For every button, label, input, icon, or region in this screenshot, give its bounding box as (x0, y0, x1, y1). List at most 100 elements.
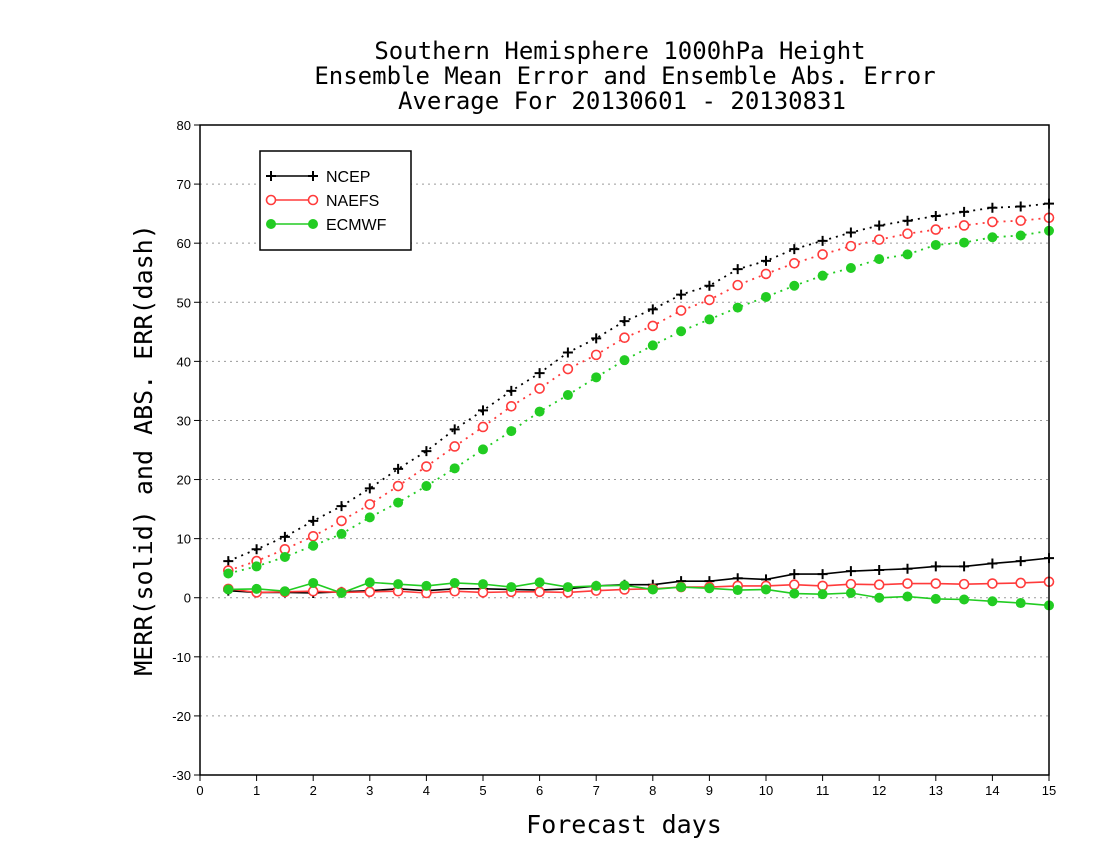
ncep-abs-err-point (591, 333, 602, 344)
ecmwf-abs-err-point (506, 426, 517, 437)
ecmwf-mean-err-point (506, 582, 517, 593)
ncep-abs-err-point (959, 206, 970, 217)
naefs-abs-err-point (647, 320, 659, 332)
ecmwf-mean-err-point (393, 579, 404, 590)
naefs-mean-err-point (817, 580, 828, 592)
naefs-mean-err-point (307, 585, 319, 597)
x-tick-label: 15 (1042, 783, 1056, 798)
legend-naefs-label: NAEFS (326, 193, 379, 210)
legend-naefs-marker (307, 194, 319, 206)
x-tick-label: 12 (872, 783, 886, 798)
naefs-mean-err-point (873, 579, 885, 591)
ncep-mean-err-point (959, 561, 970, 572)
ecmwf-mean-err-point (959, 594, 970, 605)
ncep-mean-err-point (845, 566, 856, 577)
ncep-abs-err-point (761, 255, 771, 266)
naefs-abs-err-point (562, 363, 574, 375)
ncep-abs-err-point (732, 264, 743, 275)
ecmwf-mean-err-point (591, 580, 602, 591)
ncep-abs-err-point (478, 405, 488, 416)
y-tick-label: 20 (177, 473, 191, 488)
ecmwf-abs-err-point (704, 314, 715, 325)
ecmwf-abs-err-point (478, 444, 488, 455)
ecmwf-abs-err-point (647, 340, 658, 351)
ecmwf-mean-err-point (562, 582, 573, 593)
naefs-mean-err-point (534, 586, 545, 598)
x-tick-label: 0 (196, 783, 203, 798)
ecmwf-abs-err-point (761, 291, 771, 302)
naefs-abs-err-point (732, 279, 744, 291)
naefs-abs-err-point (845, 240, 857, 252)
naefs-abs-err-point (477, 421, 489, 433)
ncep-abs-err-point (987, 202, 998, 213)
ecmwf-mean-err-point (449, 577, 460, 588)
y-tick-label: -30 (172, 768, 191, 783)
ncep-abs-err-point (449, 424, 460, 435)
ecmwf-mean-err-point (789, 588, 800, 599)
legend-ncep-marker (308, 171, 318, 181)
title-line-1: Southern Hemisphere 1000hPa Height (374, 37, 865, 65)
ncep-abs-err-point (647, 304, 658, 315)
ncep-abs-err-point (534, 368, 545, 379)
ecmwf-abs-err-point (308, 540, 319, 551)
y-tick-label: 0 (184, 591, 191, 606)
naefs-mean-err-point (449, 585, 461, 597)
ncep-abs-err-point (845, 227, 856, 238)
ecmwf-abs-err-point (562, 390, 573, 401)
x-tick-label: 6 (536, 783, 543, 798)
naefs-mean-err-point (958, 578, 970, 590)
ncep-abs-err-point (279, 531, 290, 542)
ncep-abs-err-point (223, 556, 234, 567)
ncep-mean-err-point (1015, 556, 1026, 567)
naefs-abs-err-point (873, 234, 885, 245)
ecmwf-mean-err-point (676, 582, 687, 593)
ncep-abs-err-point (676, 289, 687, 300)
legend-ecmwf-marker (266, 219, 276, 229)
title-line-2: Ensemble Mean Error and Ensemble Abs. Er… (314, 62, 935, 90)
x-tick-label: 7 (593, 783, 600, 798)
ncep-mean-err-point (902, 563, 913, 574)
ncep-abs-err-point (817, 235, 828, 246)
ecmwf-mean-err-point (647, 584, 658, 595)
ecmwf-abs-err-point (959, 237, 970, 248)
x-tick-label: 2 (310, 783, 317, 798)
ecmwf-mean-err-point (223, 584, 234, 595)
naefs-mean-err-point (930, 578, 942, 589)
x-tick-label: 3 (366, 783, 373, 798)
legend: NCEP NAEFS ECMWF (259, 150, 412, 251)
ecmwf-abs-err-point (732, 302, 743, 313)
ecmwf-mean-err-point (478, 579, 488, 590)
gridlines (200, 183, 1049, 717)
ecmwf-mean-err-point (1015, 598, 1026, 609)
x-tick-label: 10 (759, 783, 773, 798)
ecmwf-abs-err-point (421, 481, 432, 492)
ecmwf-abs-err-point (223, 568, 234, 579)
ecmwf-abs-err-point (987, 232, 998, 243)
naefs-mean-err-point (477, 587, 489, 598)
ecmwf-abs-err-point (1015, 230, 1026, 241)
y-tick-label: 30 (177, 413, 191, 428)
ecmwf-abs-err-point (449, 463, 460, 474)
naefs-abs-err-point (534, 383, 545, 394)
naefs-abs-err-point (619, 332, 630, 344)
ncep-abs-err-point (251, 544, 262, 555)
ecmwf-mean-err-point (251, 583, 262, 594)
ecmwf-mean-err-point (534, 577, 545, 588)
naefs-abs-err-point (1015, 215, 1027, 227)
legend-ecmwf-marker (308, 219, 318, 229)
ncep-abs-err-point (619, 316, 630, 327)
ncep-mean-err-point (874, 564, 885, 575)
x-tick-label: 14 (985, 783, 999, 798)
legend-ncep-label: NCEP (326, 169, 370, 186)
plot-frame (199, 124, 1050, 776)
legend-naefs-marker (265, 194, 277, 206)
ncep-mean-err-point (987, 558, 998, 569)
legend-ncep-marker (266, 171, 276, 181)
ncep-abs-err-point (874, 220, 885, 231)
ecmwf-abs-err-point (817, 270, 828, 281)
ecmwf-mean-err-point (902, 591, 913, 602)
naefs-abs-err-point (590, 349, 602, 361)
naefs-abs-err-point (675, 305, 687, 316)
ecmwf-abs-err-point (364, 512, 375, 523)
